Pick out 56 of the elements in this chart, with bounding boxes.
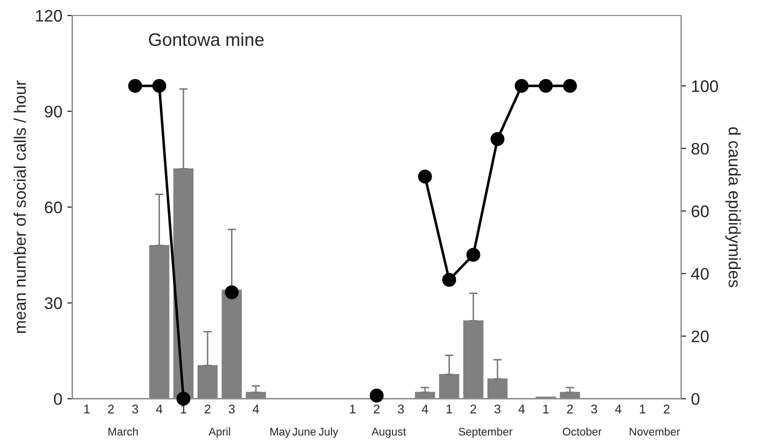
text: April xyxy=(208,427,230,438)
x-tick-label: 2 xyxy=(567,404,573,414)
x-tick-label: 3 xyxy=(132,404,138,414)
x-tick-label: 2 xyxy=(374,404,380,414)
x-tick-label: 4 xyxy=(422,404,428,414)
point xyxy=(176,392,190,406)
point xyxy=(514,78,529,93)
y2-tick-label: 40 xyxy=(691,268,709,280)
text: November xyxy=(630,427,680,436)
point xyxy=(563,78,577,93)
y2-tick-label: 20 xyxy=(692,330,709,342)
x-tick-label: 3 xyxy=(228,404,235,414)
y-tick-label: 30 xyxy=(44,297,62,310)
point xyxy=(490,132,504,146)
text: Gontowa mine xyxy=(148,32,264,46)
x-tick-label: 2 xyxy=(108,404,114,414)
point xyxy=(128,78,142,93)
point xyxy=(538,78,553,93)
x-tick-label: 3 xyxy=(398,404,404,414)
x-tick-label: 1 xyxy=(446,404,452,414)
x-tick-label: 4 xyxy=(615,404,622,414)
text: March xyxy=(108,427,138,436)
y2-tick-label: 100 xyxy=(692,80,718,92)
point xyxy=(418,170,432,184)
text: May xyxy=(270,428,291,438)
y-tick-label: 0 xyxy=(54,393,62,405)
y-tick-label: 60 xyxy=(44,202,62,214)
text: September xyxy=(458,427,512,438)
point xyxy=(466,248,480,262)
x-tick-label: 3 xyxy=(591,404,598,414)
x-tick-label: 3 xyxy=(494,404,500,414)
y-axis-title: mean number of social calls / hour xyxy=(14,80,26,333)
x-tick-label: 2 xyxy=(664,404,670,414)
point xyxy=(224,285,239,300)
y2-tick-label: 80 xyxy=(692,142,709,155)
point xyxy=(442,272,456,287)
point xyxy=(370,388,384,403)
x-tick-label: 4 xyxy=(156,404,162,414)
text: October xyxy=(562,427,602,436)
x-tick-label: 1 xyxy=(84,404,90,414)
x-tick-label: 2 xyxy=(204,404,210,414)
y-tick-label: 90 xyxy=(44,106,62,118)
y2-tick-label: 0 xyxy=(691,393,700,405)
text: July xyxy=(318,427,338,438)
y2-axis-title: d cauda epididymides xyxy=(725,127,741,288)
x-tick-label: 1 xyxy=(640,404,646,414)
text: August xyxy=(372,428,406,438)
y2-tick-label: 60 xyxy=(692,205,709,218)
x-tick-label: 1 xyxy=(543,404,549,414)
x-tick-label: 2 xyxy=(470,404,476,414)
x-tick-label: 4 xyxy=(518,404,525,414)
x-tick-label: 1 xyxy=(350,404,356,414)
text: June xyxy=(292,428,316,436)
point xyxy=(152,78,166,93)
y-tick-label: 120 xyxy=(36,10,62,22)
x-tick-label: 4 xyxy=(252,404,260,414)
